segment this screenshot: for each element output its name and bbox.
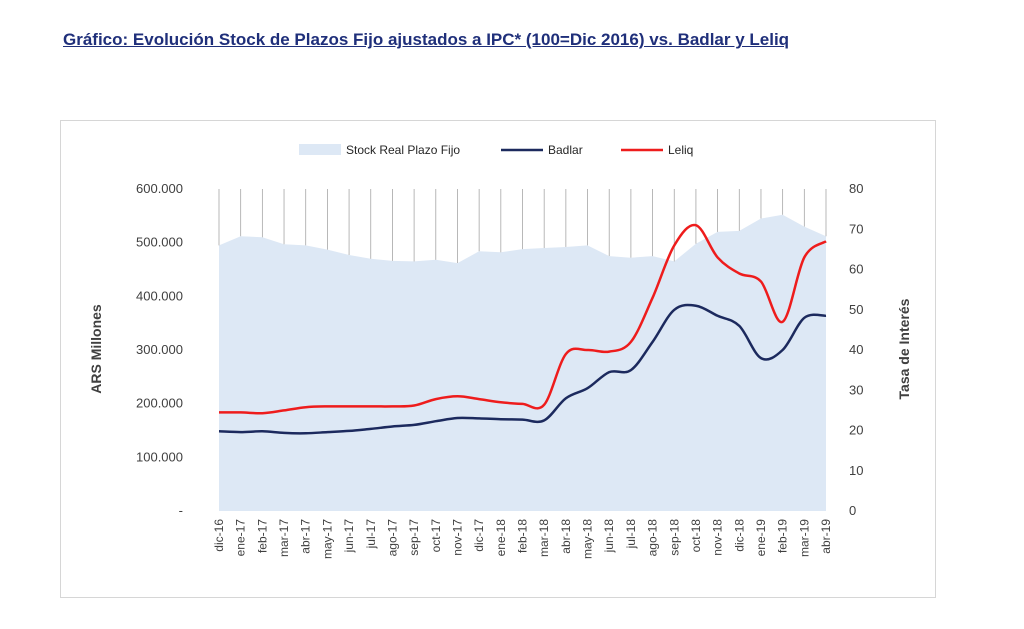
x-tick-label: oct-17 <box>429 519 443 553</box>
x-tick-label: mar-19 <box>797 519 811 557</box>
x-tick-label: mar-18 <box>537 519 551 557</box>
x-tick-label: mar-17 <box>277 519 291 557</box>
x-tick-label: jul-18 <box>624 519 638 550</box>
chart-frame: - 100.000 200.000 300.000 400.000 500.000 600.… <box>60 120 936 598</box>
x-tick-label: nov-18 <box>711 519 725 556</box>
y-right-tick-label: 60 <box>849 262 863 277</box>
y-right-tick-label: 70 <box>849 221 863 236</box>
x-tick-label: may-18 <box>581 519 595 559</box>
legend-label-stock-real-plazo-fijo: Stock Real Plazo Fijo <box>346 143 460 157</box>
x-tick-label: may-17 <box>320 519 334 559</box>
x-tick-label: jun-18 <box>602 519 616 554</box>
x-tick-label: dic-18 <box>732 519 746 552</box>
x-tick-label: jul-17 <box>364 519 378 550</box>
x-tick-label: feb-19 <box>776 519 790 553</box>
x-tick-label: ene-18 <box>494 519 508 557</box>
x-tick-label: dic-17 <box>472 519 486 552</box>
series-line-leliq <box>218 223 827 415</box>
page-title: Gráfico: Evolución Stock de Plazos Fijo … <box>63 30 790 49</box>
x-tick-label: ene-17 <box>234 519 248 557</box>
series-area-stock-real-plazo-fijo <box>219 214 826 512</box>
y-right-tick-label: 50 <box>849 302 863 317</box>
x-tick-label: abr-18 <box>559 519 573 554</box>
y-right-tick-label: 40 <box>849 342 863 357</box>
x-tick-label: ago-18 <box>646 519 660 557</box>
legend-swatch-stock-real-plazo-fijo <box>299 144 341 155</box>
y-left-tick-label: 400.000 <box>136 288 183 303</box>
y-right-tick-label: 20 <box>849 423 863 438</box>
x-tick-label: oct-18 <box>689 519 703 553</box>
x-tick-label: feb-18 <box>516 519 530 553</box>
y-left-tick-label: 100.000 <box>136 449 183 464</box>
y-left-tick-label: 500.000 <box>136 235 183 250</box>
y-left-tick-label: - <box>179 503 183 518</box>
y-right-tick-label: 80 <box>849 181 863 196</box>
x-tick-label: ago-17 <box>385 519 399 557</box>
x-tick-label: jun-17 <box>342 519 356 554</box>
x-tick-label: abr-17 <box>299 519 313 554</box>
legend-label-badlar: Badlar <box>548 143 583 157</box>
x-tick-label: sep-17 <box>407 519 421 556</box>
y-left-tick-label: 600.000 <box>136 181 183 196</box>
y-right-tick-label: 0 <box>849 503 856 518</box>
y-right-tick-label: 30 <box>849 382 863 397</box>
series-line-badlar <box>218 303 827 435</box>
x-tick-label: feb-17 <box>255 519 269 553</box>
y-left-tick-label: 300.000 <box>136 342 183 357</box>
x-tick-label: ene-19 <box>754 519 768 557</box>
x-tick-label: abr-19 <box>819 519 833 554</box>
legend-label-leliq: Leliq <box>668 143 693 157</box>
y-left-tick-label: 200.000 <box>136 396 183 411</box>
y-right-tick-label: 10 <box>849 463 863 478</box>
x-tick-label: sep-18 <box>667 519 681 556</box>
x-tick-label: nov-17 <box>450 519 464 556</box>
y-left-axis-title: ARS Millones <box>88 304 104 394</box>
chart: - 100.000 200.000 300.000 400.000 500.000 600.… <box>88 143 912 559</box>
x-tick-label: dic-16 <box>212 519 226 552</box>
y-right-axis-title: Tasa de Interés <box>896 298 912 399</box>
